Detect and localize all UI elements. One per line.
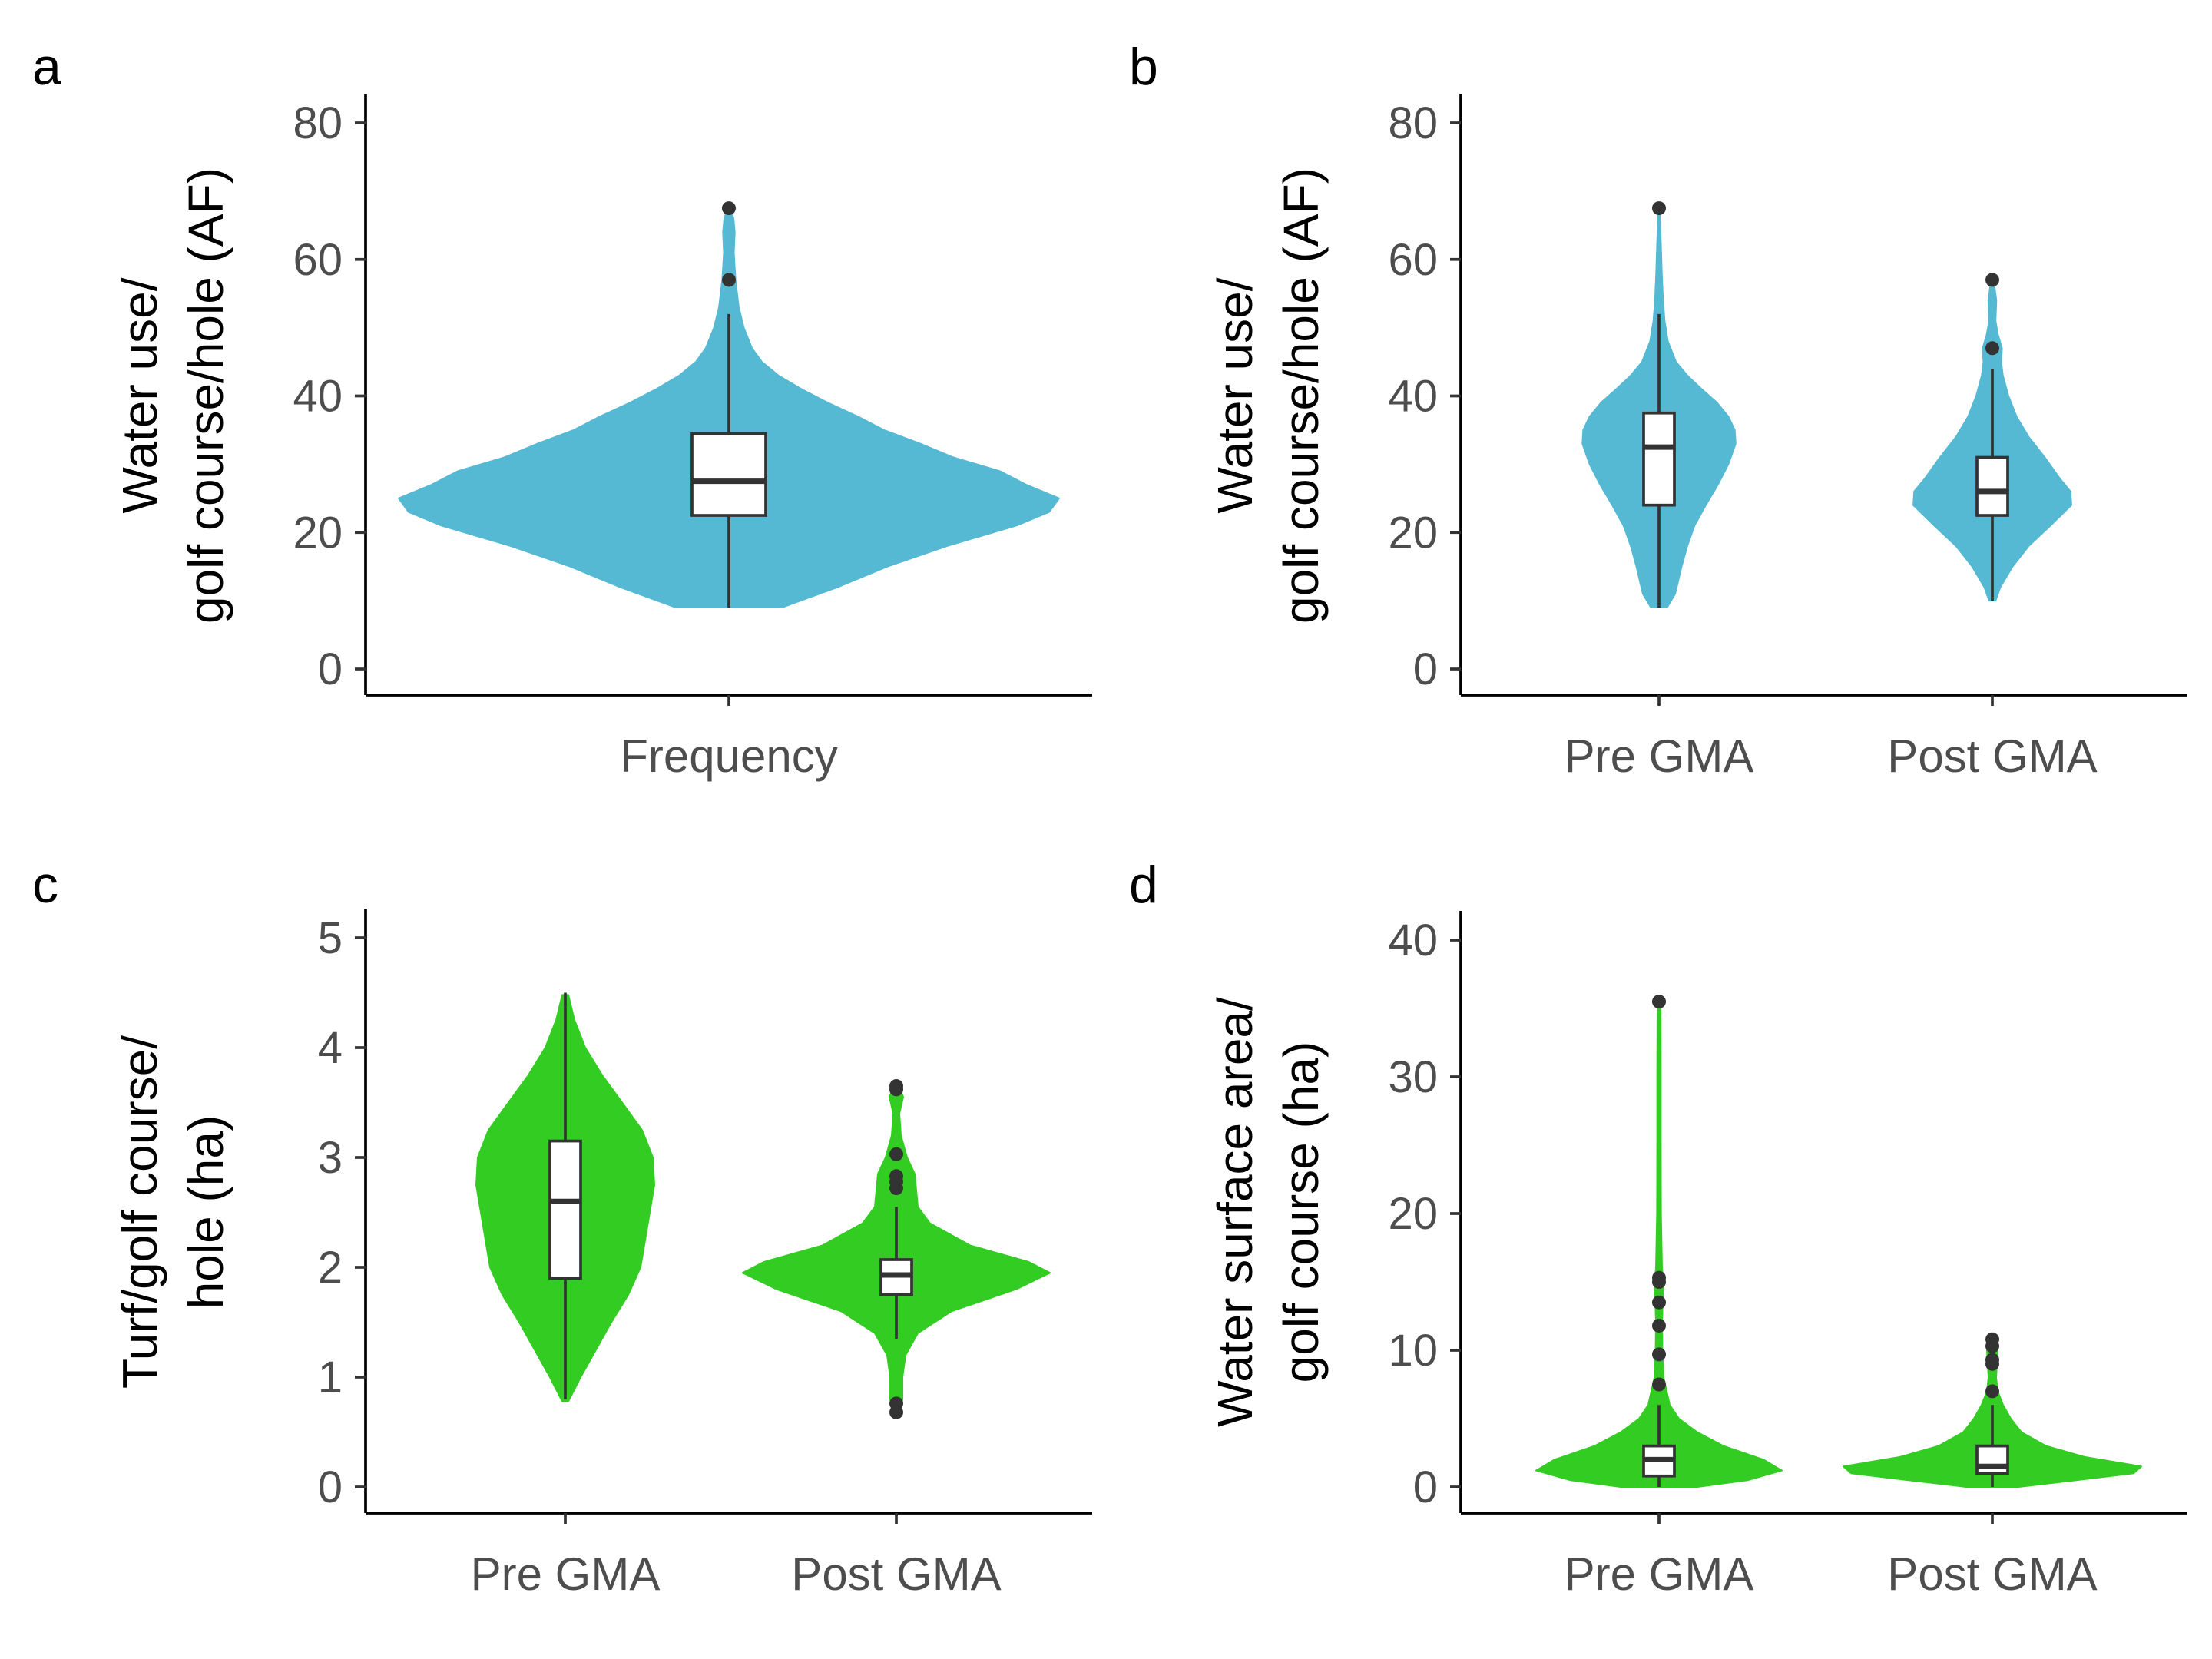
outlier-point <box>1985 273 1999 287</box>
x-category-label: Pre GMA <box>1565 1548 1754 1600</box>
y-tick-label: 40 <box>293 372 343 422</box>
panel-a: a Water use/golf course/hole (AF) 0 20 40 60 8… <box>32 38 1092 782</box>
y-tick-label: 80 <box>1388 98 1438 148</box>
box <box>1975 455 2009 517</box>
y-tick-label: 80 <box>293 98 343 148</box>
y-tick-label: 40 <box>1388 372 1438 422</box>
outlier-point <box>1652 201 1666 216</box>
box <box>548 1139 582 1280</box>
y-tick-label: 20 <box>293 508 343 558</box>
outlier-point <box>1652 1270 1666 1285</box>
x-category-label: Post GMA <box>1887 1548 2097 1600</box>
y-tick-label: 0 <box>1413 644 1438 694</box>
x-category-label: Post GMA <box>1887 730 2097 782</box>
outlier-point <box>1985 1353 1999 1367</box>
panel-letter: a <box>32 38 61 96</box>
y-tick-label: 3 <box>318 1133 343 1183</box>
y-axis-title: Water surface area/ <box>1207 997 1263 1427</box>
y-tick-label: 5 <box>318 913 343 963</box>
y-tick-label: 2 <box>318 1243 343 1293</box>
panel-letter: c <box>32 856 58 914</box>
y-tick-label: 20 <box>1388 1189 1438 1239</box>
outlier-point <box>1652 995 1666 1009</box>
outlier-point <box>722 201 736 216</box>
outlier-point <box>1652 1347 1666 1362</box>
x-category-label: Pre GMA <box>471 1548 661 1600</box>
y-tick-label: 0 <box>318 644 343 694</box>
y-tick-label: 30 <box>1388 1052 1438 1102</box>
box <box>1975 1444 2009 1475</box>
outlier-point <box>1652 1295 1666 1310</box>
outlier-point <box>889 1079 903 1094</box>
box <box>690 432 767 517</box>
outlier-point <box>1985 341 1999 356</box>
x-category-label: Post GMA <box>791 1548 1001 1600</box>
y-tick-label: 40 <box>1388 916 1438 965</box>
x-category-label: Pre GMA <box>1565 730 1754 782</box>
y-axis-title: golf course/hole (AF) <box>178 167 233 624</box>
x-category-label: Frequency <box>620 730 837 782</box>
y-axis-title: Water use/ <box>112 277 167 513</box>
y-axis-title: Water use/ <box>1207 277 1263 513</box>
outlier-point <box>1985 1332 1999 1346</box>
y-tick-label: 20 <box>1388 508 1438 558</box>
y-tick-label: 4 <box>318 1023 343 1073</box>
y-axis-title: hole (ha) <box>178 1115 233 1310</box>
y-tick-label: 0 <box>1413 1462 1438 1512</box>
y-axis-title: golf course (ha) <box>1273 1041 1329 1383</box>
panel-letter: d <box>1129 856 1158 914</box>
panel-d: d Water surface area/golf course (ha) 0 10 2… <box>1129 856 2187 1600</box>
y-axis-title: golf course/hole (AF) <box>1273 167 1329 624</box>
y-tick-label: 60 <box>293 235 343 285</box>
outlier-point <box>889 1169 903 1184</box>
y-tick-label: 1 <box>318 1353 343 1402</box>
outlier-point <box>1652 1377 1666 1392</box>
y-axis-title: Turf/golf course/ <box>112 1035 167 1389</box>
y-tick-label: 0 <box>318 1462 343 1512</box>
outlier-point <box>1985 1384 1999 1399</box>
y-tick-label: 60 <box>1388 235 1438 285</box>
outlier-point <box>889 1147 903 1161</box>
panel-c: c Turf/golf course/hole (ha) 0 1 2 3 4 5 Pre GMA… <box>32 856 1092 1600</box>
outlier-point <box>1652 1318 1666 1333</box>
y-tick-label: 10 <box>1388 1326 1438 1376</box>
outlier-point <box>722 273 736 287</box>
box <box>1642 411 1676 507</box>
panel-letter: b <box>1129 38 1158 96</box>
panel-b: b Water use/golf course/hole (AF) 0 20 40 60 8… <box>1129 38 2187 782</box>
outlier-point <box>889 1396 903 1411</box>
